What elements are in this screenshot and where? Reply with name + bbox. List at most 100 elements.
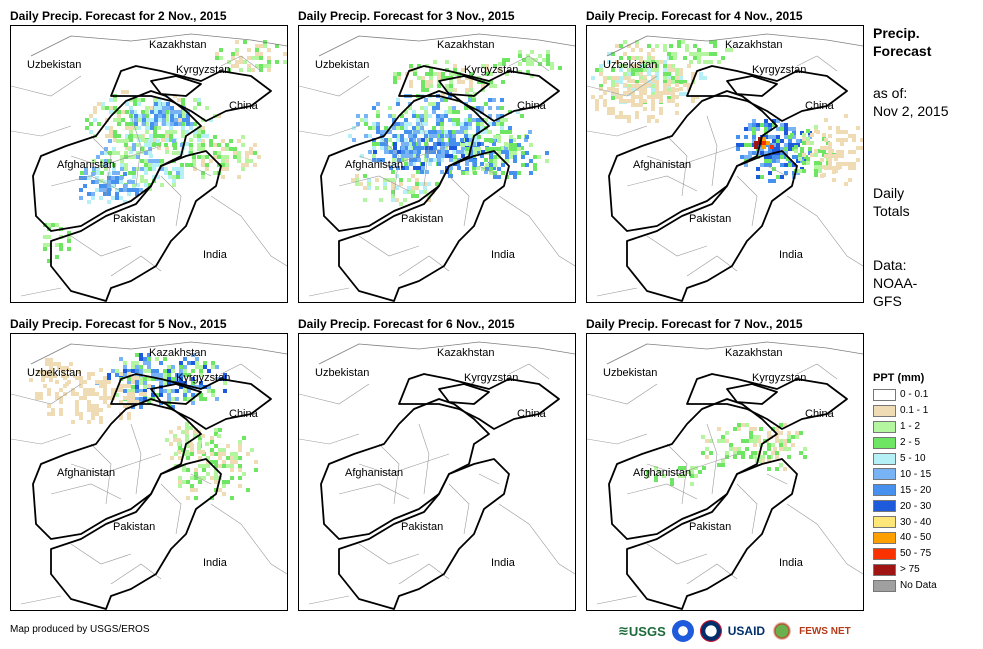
fews-globe-icon bbox=[771, 620, 794, 642]
usaid-logo: USAID bbox=[727, 624, 766, 638]
country-label-pakistan: Pakistan bbox=[113, 213, 155, 225]
legend-label: 50 - 75 bbox=[900, 548, 932, 560]
legend-item: 20 - 30 bbox=[873, 498, 937, 514]
country-label-afghanistan: Afghanistan bbox=[633, 159, 691, 171]
precip-cells bbox=[43, 40, 287, 263]
sidebar-data-line: GFS bbox=[873, 293, 902, 309]
panel-title: Daily Precip. Forecast for 7 Nov., 2015 bbox=[586, 317, 803, 331]
country-label-china: China bbox=[517, 408, 547, 420]
country-label-kazakhstan: Kazakhstan bbox=[437, 39, 494, 51]
country-label-india: India bbox=[203, 557, 228, 569]
legend-swatch bbox=[873, 404, 896, 417]
precip-cells bbox=[591, 40, 863, 186]
country-label-pakistan: Pakistan bbox=[113, 521, 155, 533]
legend-item: 15 - 20 bbox=[873, 482, 937, 498]
country-label-kazakhstan: Kazakhstan bbox=[437, 347, 494, 359]
country-label-afghanistan: Afghanistan bbox=[345, 467, 403, 479]
sidebar-totals: Daily Totals bbox=[873, 184, 910, 220]
country-label-uzbekistan: Uzbekistan bbox=[27, 367, 81, 379]
country-boundaries bbox=[606, 341, 863, 610]
admin-boundaries bbox=[299, 55, 575, 297]
map-frame: Kazakhstan Uzbekistan Kyrgyzstan China Afgha… bbox=[298, 333, 576, 611]
country-label-kyrgyzstan: Kyrgyzstan bbox=[752, 372, 806, 384]
legend-item: 50 - 75 bbox=[873, 546, 937, 562]
map-panel-2: Daily Precip. Forecast for 3 Nov., 2015 … bbox=[298, 9, 576, 305]
precip-map: Kazakhstan Uzbekistan Kyrgyzstan China Afgha… bbox=[11, 341, 287, 610]
country-label-kyrgyzstan: Kyrgyzstan bbox=[464, 372, 518, 384]
legend-swatch bbox=[873, 516, 896, 529]
country-label-uzbekistan: Uzbekistan bbox=[315, 367, 369, 379]
legend-item: 0.1 - 1 bbox=[873, 403, 937, 419]
country-label-india: India bbox=[779, 557, 804, 569]
country-label-india: India bbox=[491, 249, 516, 261]
legend-swatch bbox=[873, 579, 896, 592]
country-label-pakistan: Pakistan bbox=[689, 521, 731, 533]
country-label-kazakhstan: Kazakhstan bbox=[725, 347, 782, 359]
legend-item: 40 - 50 bbox=[873, 530, 937, 546]
country-label-china: China bbox=[805, 408, 835, 420]
country-boundaries bbox=[318, 341, 575, 610]
sidebar-asof-label: as of: bbox=[873, 85, 908, 101]
precip-legend: PPT (mm) 0 - 0.1 0.1 - 1 1 - 2 2 - 5 5 - 10 1… bbox=[873, 372, 937, 594]
legend-item: 10 - 15 bbox=[873, 466, 937, 482]
country-label-afghanistan: Afghanistan bbox=[57, 467, 115, 479]
legend-label: 20 - 30 bbox=[900, 500, 932, 512]
country-label-uzbekistan: Uzbekistan bbox=[603, 367, 657, 379]
country-label-afghanistan: Afghanistan bbox=[57, 159, 115, 171]
country-boundaries bbox=[318, 33, 575, 302]
legend-label: 1 - 2 bbox=[900, 421, 921, 433]
legend-item: 1 - 2 bbox=[873, 419, 937, 435]
country-label-pakistan: Pakistan bbox=[401, 213, 443, 225]
country-label-kyrgyzstan: Kyrgyzstan bbox=[176, 64, 230, 76]
map-frame: Kazakhstan Uzbekistan Kyrgyzstan China Afgha… bbox=[586, 25, 864, 303]
legend-label: 10 - 15 bbox=[900, 468, 932, 480]
map-panel-4: Daily Precip. Forecast for 5 Nov., 2015 … bbox=[10, 317, 288, 613]
country-label-uzbekistan: Uzbekistan bbox=[603, 59, 657, 71]
usaid-seal-icon bbox=[699, 620, 722, 642]
panel-title: Daily Precip. Forecast for 4 Nov., 2015 bbox=[586, 9, 803, 23]
legend-item: 2 - 5 bbox=[873, 435, 937, 451]
legend-label: 0 - 0.1 bbox=[900, 389, 929, 401]
usgs-logo: ≋ USGS bbox=[618, 623, 666, 639]
country-label-uzbekistan: Uzbekistan bbox=[315, 59, 369, 71]
sidebar-title-line: Precip. bbox=[873, 25, 920, 41]
country-label-china: China bbox=[229, 408, 259, 420]
legend-swatch bbox=[873, 484, 896, 497]
country-label-kazakhstan: Kazakhstan bbox=[149, 347, 206, 359]
legend-label: 30 - 40 bbox=[900, 516, 932, 528]
legend-swatch bbox=[873, 452, 896, 465]
sidebar-asof: as of: Nov 2, 2015 bbox=[873, 84, 949, 120]
sidebar-title: Precip. Forecast bbox=[873, 24, 931, 60]
country-label-india: India bbox=[203, 249, 228, 261]
legend-item: 30 - 40 bbox=[873, 514, 937, 530]
sidebar-title-line: Forecast bbox=[873, 43, 932, 59]
country-label-pakistan: Pakistan bbox=[689, 213, 731, 225]
noaa-seal-icon bbox=[671, 620, 694, 642]
admin-boundaries bbox=[587, 55, 863, 297]
map-frame: Kazakhstan Uzbekistan Kyrgyzstan China Afgha… bbox=[10, 25, 288, 303]
country-boundaries bbox=[30, 33, 287, 302]
country-label-china: China bbox=[229, 100, 259, 112]
map-frame: Kazakhstan Uzbekistan Kyrgyzstan China Afgha… bbox=[298, 25, 576, 303]
map-panel-6: Daily Precip. Forecast for 7 Nov., 2015 … bbox=[586, 317, 864, 613]
sidebar-totals-line: Daily bbox=[873, 185, 905, 201]
country-label-pakistan: Pakistan bbox=[401, 521, 443, 533]
legend-swatch bbox=[873, 388, 896, 401]
fews-net-logo: FEWS NET bbox=[799, 625, 851, 637]
country-label-india: India bbox=[779, 249, 804, 261]
legend-item: No Data bbox=[873, 578, 937, 594]
country-label-kazakhstan: Kazakhstan bbox=[149, 39, 206, 51]
legend-swatch bbox=[873, 547, 896, 560]
legend-label: 40 - 50 bbox=[900, 532, 932, 544]
panel-title: Daily Precip. Forecast for 5 Nov., 2015 bbox=[10, 317, 227, 331]
country-label-uzbekistan: Uzbekistan bbox=[27, 59, 81, 71]
legend-rows: 0 - 0.1 0.1 - 1 1 - 2 2 - 5 5 - 10 10 - 15 15 … bbox=[873, 387, 937, 594]
legend-item: 5 - 10 bbox=[873, 451, 937, 467]
map-panel-3: Daily Precip. Forecast for 4 Nov., 2015 … bbox=[586, 9, 864, 305]
precip-map: Kazakhstan Uzbekistan Kyrgyzstan China Afgha… bbox=[587, 33, 863, 302]
country-boundaries bbox=[30, 341, 287, 610]
legend-title: PPT (mm) bbox=[873, 372, 925, 384]
usgs-logo-text: USGS bbox=[628, 623, 666, 639]
legend-swatch bbox=[873, 531, 896, 544]
precip-map: Kazakhstan Uzbekistan Kyrgyzstan China Afgha… bbox=[11, 33, 287, 302]
